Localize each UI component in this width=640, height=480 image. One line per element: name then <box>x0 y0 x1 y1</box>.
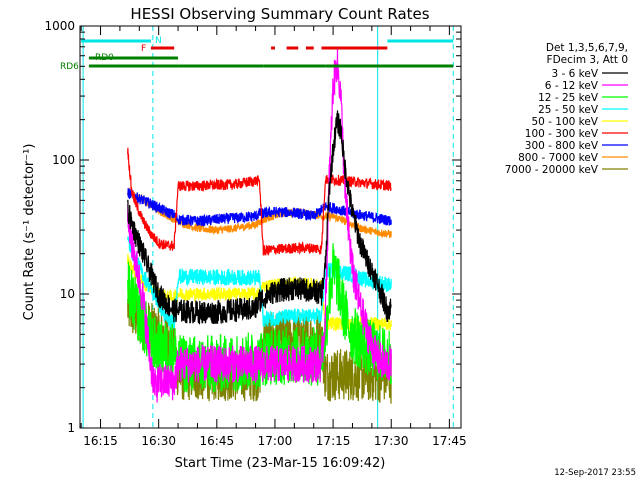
legend-entry-label: 6 - 12 keV <box>545 80 599 92</box>
timestamp-label: 12-Sep-2017 23:55 <box>554 468 636 478</box>
legend-entry-label: 300 - 800 keV <box>525 140 599 152</box>
y-axis-label: Count Rate (s⁻¹ detector⁻¹) <box>22 144 37 321</box>
y-tick-label: 10 <box>60 287 75 301</box>
x-tick-label: 17:15 <box>316 434 351 448</box>
x-tick-label: 16:30 <box>141 434 176 448</box>
legend-entry-label: 25 - 50 keV <box>538 104 599 116</box>
x-tick-label: 17:00 <box>258 434 293 448</box>
legend-entry-label: 100 - 300 keV <box>525 128 599 140</box>
x-tick-label: 17:30 <box>374 434 409 448</box>
y-tick-label: 1000 <box>44 19 75 33</box>
plot-area: NF RD0 RD6 1 10 100 1000 16:15 16:30 16:45 17:00 17… <box>44 19 466 448</box>
legend-header: FDecim 3, Att 0 <box>547 54 628 66</box>
legend-entry-label: 800 - 7000 keV <box>518 152 599 164</box>
legend-entry-label: 50 - 100 keV <box>531 116 598 128</box>
series-line-3-6-kev <box>127 110 392 325</box>
series-line-50-100-kev <box>127 254 392 333</box>
legend-header: Det 1,3,5,6,7,9, <box>546 42 628 54</box>
flag-label-n: N <box>155 36 162 46</box>
flag-label-rd0: RD0 <box>95 53 114 63</box>
flag-label-f: F <box>141 44 146 54</box>
legend-entry-label: 3 - 6 keV <box>551 68 598 80</box>
series-line-25-50-kev <box>127 236 392 330</box>
flag-label-rd6: RD6 <box>60 62 79 72</box>
plot-frame <box>79 25 462 429</box>
x-tick-label: 16:45 <box>200 434 235 448</box>
y-tick-label: 100 <box>52 153 75 167</box>
chart-title: HESSI Observing Summary Count Rates <box>130 5 429 23</box>
y-tick-label: 1 <box>67 421 75 435</box>
series-line-6-12-kev <box>127 48 392 403</box>
x-axis-label: Start Time (23-Mar-15 16:09:42) <box>175 456 386 471</box>
x-tick-label: 17:45 <box>432 434 467 448</box>
legend: Det 1,3,5,6,7,9,FDecim 3, Att 0 3 - 6 keV… <box>505 42 628 176</box>
legend-entry-label: 7000 - 20000 keV <box>505 164 599 176</box>
x-tick-label: 16:15 <box>83 434 118 448</box>
legend-entry-label: 12 - 25 keV <box>538 92 599 104</box>
